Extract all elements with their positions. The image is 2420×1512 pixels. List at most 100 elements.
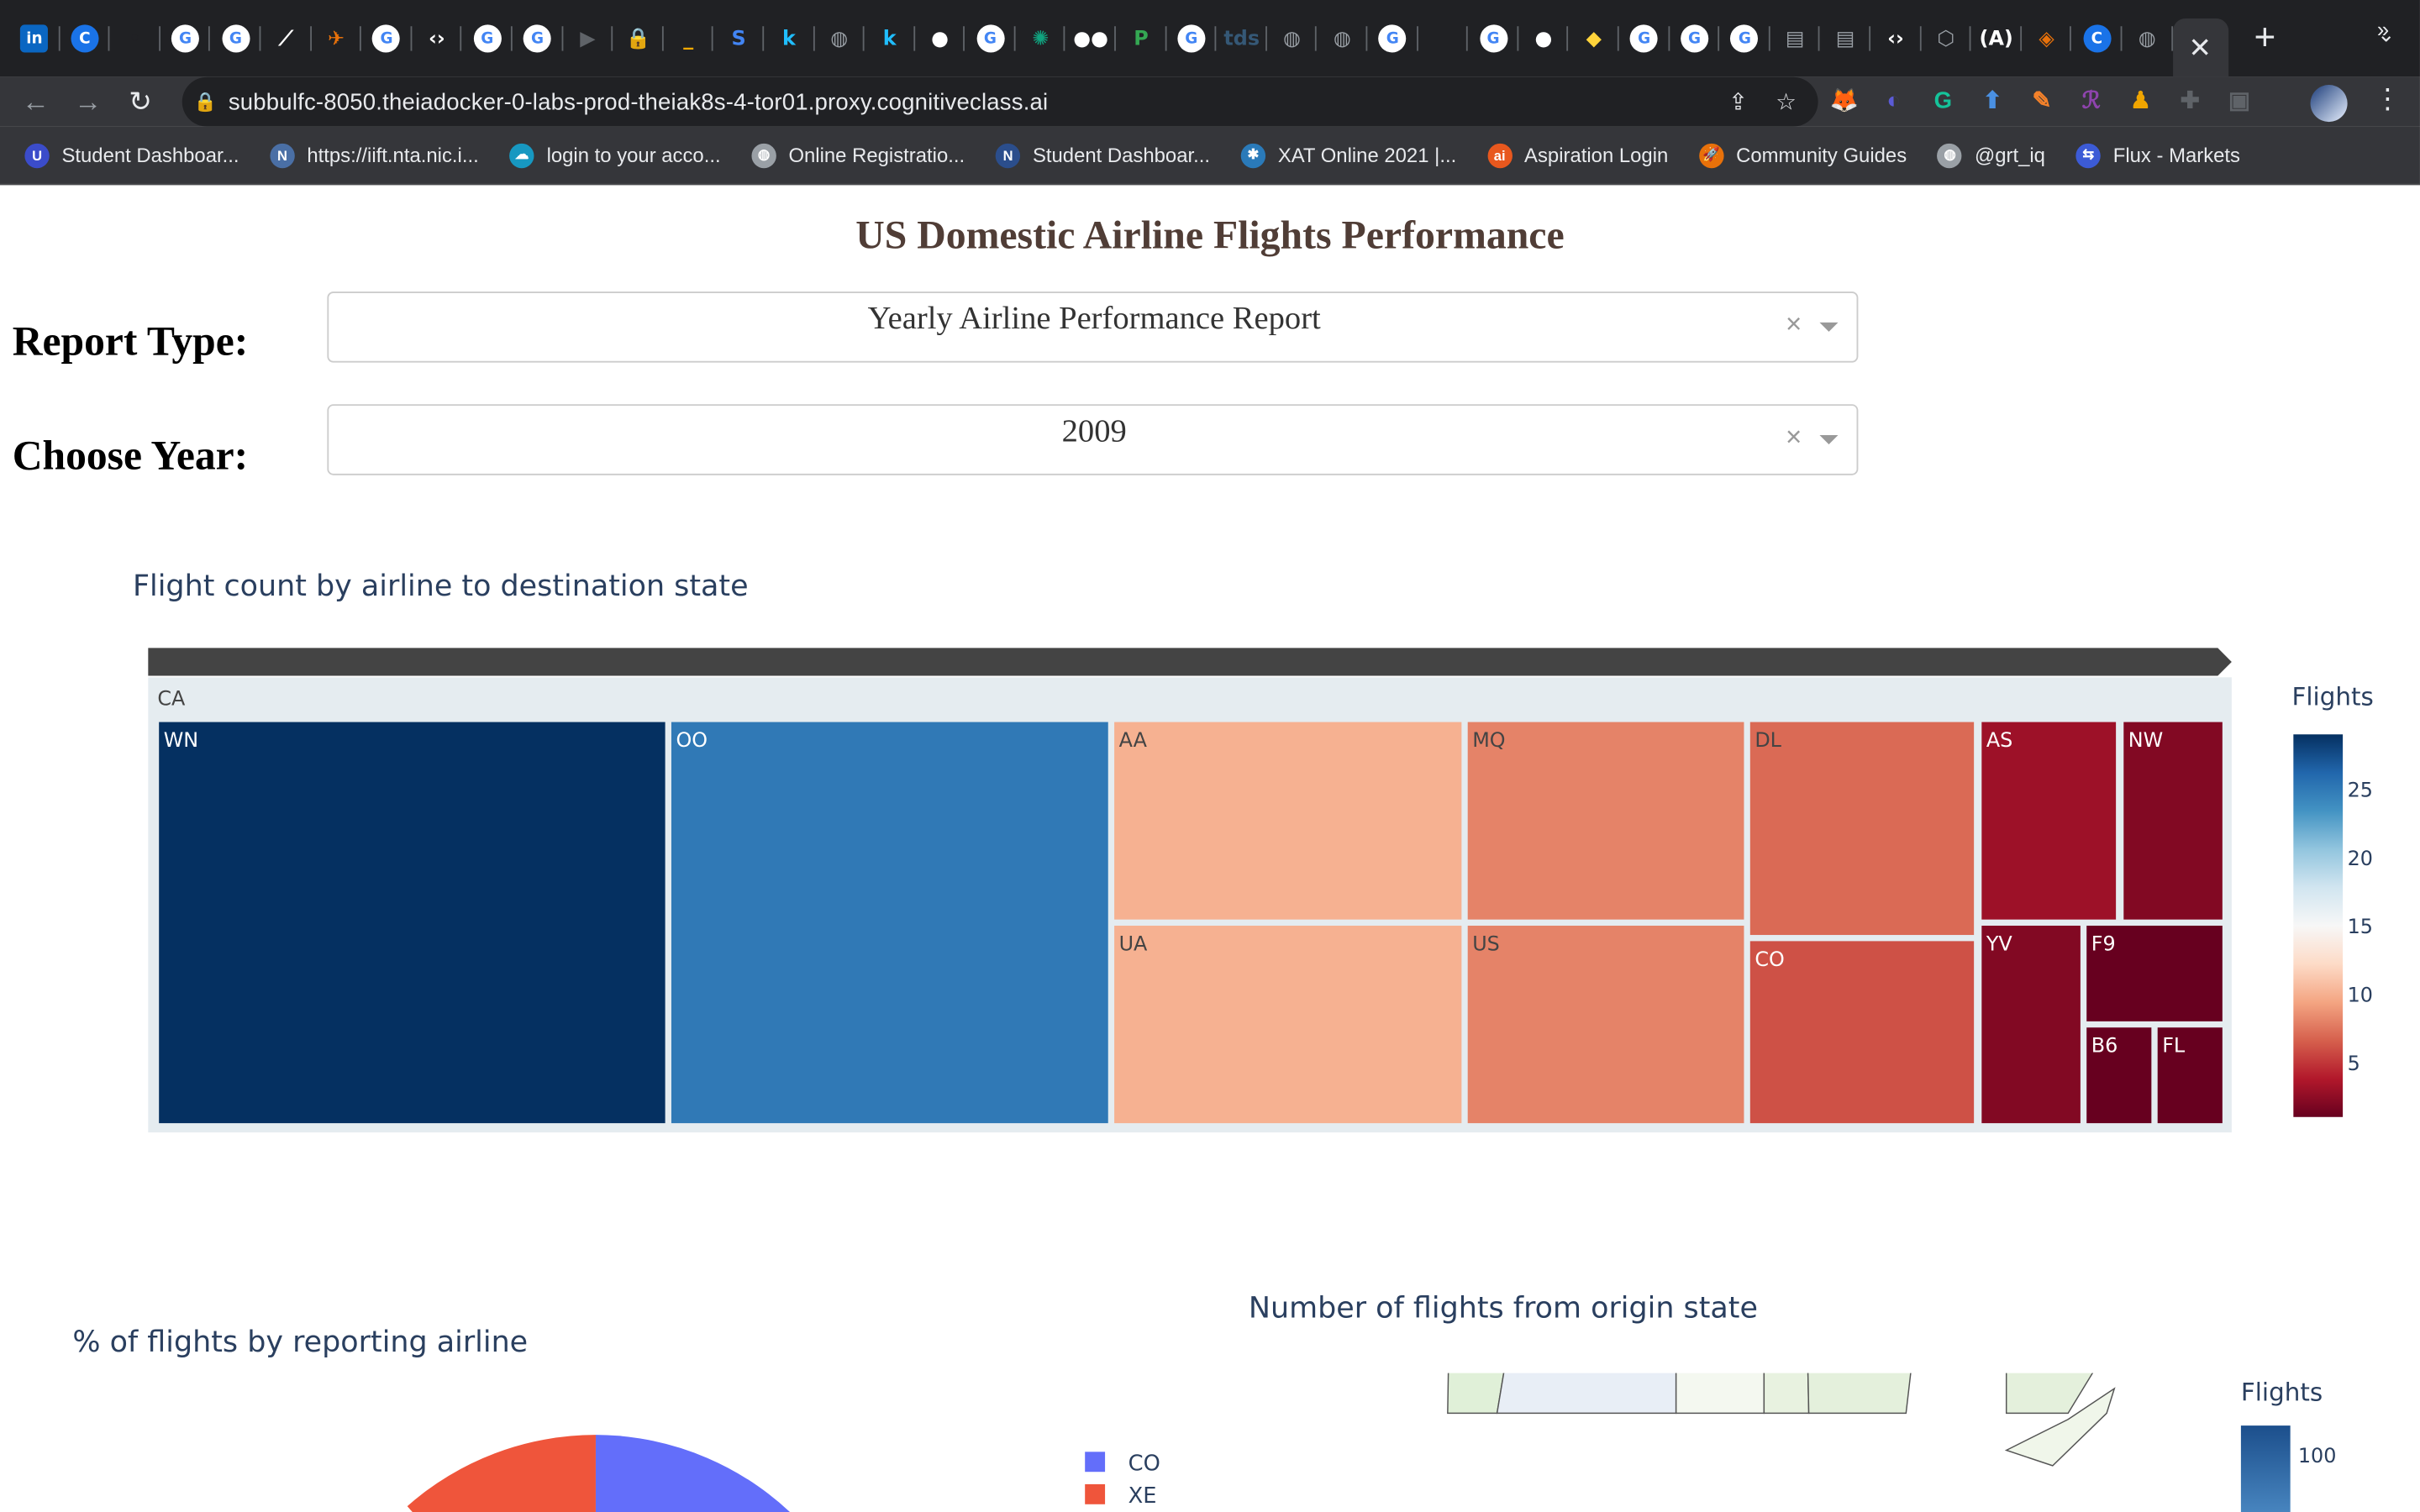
tab-arrow[interactable]: ✈ [311, 11, 361, 66]
bookmark-item[interactable]: U Student Dashboar... [24, 142, 239, 168]
treemap-tile-f9[interactable] [2086, 926, 2223, 1021]
tab-apple[interactable] [1418, 11, 1468, 66]
treemap-pathbar[interactable] [148, 648, 2232, 676]
tab-google[interactable]: G [965, 11, 1015, 66]
report-type-value[interactable]: Yearly Airline Performance Report [867, 299, 1321, 337]
tab-medium[interactable]: ●● [1065, 11, 1116, 66]
tab-globe[interactable]: ◍ [2122, 11, 2172, 66]
extension-icon[interactable]: ▣ [2228, 87, 2251, 114]
tab-google[interactable]: G [462, 11, 513, 66]
tab-google[interactable]: G [1670, 11, 1720, 66]
lock-icon[interactable]: 🔒 [193, 91, 217, 113]
extension-icon[interactable]: ♟ [2130, 87, 2151, 114]
extension-icon[interactable]: ✚ [2180, 87, 2200, 114]
tab-pypi[interactable]: P [1116, 11, 1166, 66]
treemap-tile-oo[interactable] [671, 722, 1108, 1124]
year-value[interactable]: 2009 [1061, 412, 1127, 449]
treemap-tile-ua[interactable] [1114, 926, 1462, 1124]
tab-diamond[interactable]: ◈ [2022, 11, 2072, 66]
url-text[interactable]: subbulfc-8050.theiadocker-0-labs-prod-th… [228, 88, 1049, 115]
treemap-tile-dl[interactable] [1749, 722, 1975, 936]
treemap-tile-co[interactable] [1749, 941, 1975, 1124]
kebab-menu-icon[interactable]: ⋮ [2373, 83, 2402, 114]
tab-coursera[interactable]: C [60, 11, 110, 66]
bookmark-item[interactable]: ◍ @grt_iq [1937, 142, 2045, 168]
treemap-tile-wn[interactable] [159, 722, 666, 1124]
bookmarks-overflow-icon[interactable]: » [2376, 17, 2390, 42]
treemap-tile-us[interactable] [1467, 926, 1744, 1124]
tab-globe[interactable]: ◍ [1267, 11, 1318, 66]
share-icon[interactable]: ⇪ [1728, 89, 1749, 116]
tab-tds[interactable]: tds [1217, 11, 1267, 66]
extension-icon[interactable]: ℛ [2081, 87, 2101, 114]
tab-chart[interactable]: ⟋ [260, 11, 311, 66]
pie-slice-co[interactable] [595, 1435, 802, 1512]
tab-script[interactable]: S [713, 11, 764, 66]
tab-google[interactable]: G [1468, 11, 1518, 66]
tab-search-icon[interactable]: ⌄ [2377, 21, 2396, 47]
tab-bug[interactable]: ◦ [110, 11, 160, 66]
clear-icon[interactable]: × [1786, 421, 1802, 453]
bookmark-star-icon[interactable]: ☆ [1776, 89, 1797, 116]
tab-globe[interactable]: ◍ [814, 11, 865, 66]
tab-kaggle[interactable]: k [764, 11, 814, 66]
extension-icon[interactable]: G [1933, 87, 1953, 113]
bookmark-item[interactable]: ◍ Online Registratio... [751, 142, 965, 168]
back-icon[interactable]: ← [21, 85, 50, 117]
tab-kaggle[interactable]: k [865, 11, 915, 66]
new-tab-button[interactable]: + [2254, 17, 2276, 59]
tab-google[interactable]: G [1367, 11, 1418, 66]
tab-coursera[interactable]: C [2071, 11, 2122, 66]
extension-icon[interactable]: 🦊 [1829, 87, 1860, 114]
address-bar[interactable]: 🔒 subbulfc-8050.theiadocker-0-labs-prod-… [182, 76, 1818, 127]
bookmark-item[interactable]: 🚀 Community Guides [1699, 142, 1907, 168]
treemap-tile-yv[interactable] [1981, 926, 2081, 1124]
tab-google[interactable]: G [160, 11, 211, 66]
treemap-tile-b6[interactable] [2086, 1027, 2152, 1124]
tab-google[interactable]: G [1719, 11, 1770, 66]
tab-google[interactable]: G [210, 11, 260, 66]
state-shape[interactable] [1763, 1373, 1810, 1415]
tab-code[interactable]: ‹› [412, 11, 462, 66]
extension-icon[interactable]: ⬆ [1982, 87, 2002, 114]
tab-algolia[interactable]: (A) [1971, 11, 2022, 66]
extension-icon[interactable]: ◐ [1886, 87, 1901, 113]
profile-avatar[interactable] [2310, 85, 2348, 123]
tab-openai[interactable]: ✺ [1015, 11, 1065, 66]
tab-slides[interactable]: ▶ [563, 11, 613, 66]
pie-slice-xe[interactable] [407, 1435, 596, 1512]
state-shape[interactable] [2005, 1373, 2115, 1415]
state-shape[interactable] [1496, 1373, 1677, 1415]
tab-lock[interactable]: 🔒 [613, 11, 663, 66]
tab-google[interactable]: G [1619, 11, 1670, 66]
tab-code[interactable]: ‹› [1870, 11, 1921, 66]
tab-google[interactable]: G [1166, 11, 1217, 66]
bookmark-item[interactable]: N Student Dashboar... [995, 142, 1210, 168]
extension-icon[interactable]: ✎ [2032, 87, 2052, 114]
year-dropdown[interactable]: 2009 × [327, 404, 1859, 475]
tab-unity[interactable]: ⬡ [1921, 11, 1971, 66]
bookmark-item[interactable]: ⇆ Flux - Markets [2075, 142, 2240, 168]
state-shape[interactable] [2004, 1387, 2116, 1467]
treemap-tile-fl[interactable] [2157, 1027, 2223, 1124]
tab-globe[interactable]: ◍ [1318, 11, 1368, 66]
tab-google[interactable]: G [361, 11, 412, 66]
bookmark-item[interactable]: ☁ login to your acco... [509, 142, 721, 168]
tab-doc[interactable]: ▤ [1770, 11, 1820, 66]
tab-google[interactable]: G [513, 11, 563, 66]
treemap-tile-as[interactable] [1981, 722, 2117, 920]
chevron-down-icon[interactable] [1819, 322, 1839, 332]
bookmark-item[interactable]: ai Aspiration Login [1486, 142, 1668, 168]
chevron-down-icon[interactable] [1819, 434, 1839, 444]
report-type-dropdown[interactable]: Yearly Airline Performance Report × [327, 291, 1859, 363]
tab-bar[interactable]: _ [663, 11, 713, 66]
legend-swatch[interactable] [1085, 1483, 1106, 1504]
clear-icon[interactable]: × [1786, 308, 1802, 340]
treemap-tile-aa[interactable] [1114, 722, 1462, 920]
active-tab[interactable]: ✕ [2172, 18, 2228, 77]
state-shape[interactable] [1806, 1373, 1922, 1415]
treemap-tile-mq[interactable] [1467, 722, 1744, 920]
bookmark-item[interactable]: ✱ XAT Online 2021 |... [1240, 142, 1456, 168]
forward-icon[interactable]: → [74, 85, 103, 117]
